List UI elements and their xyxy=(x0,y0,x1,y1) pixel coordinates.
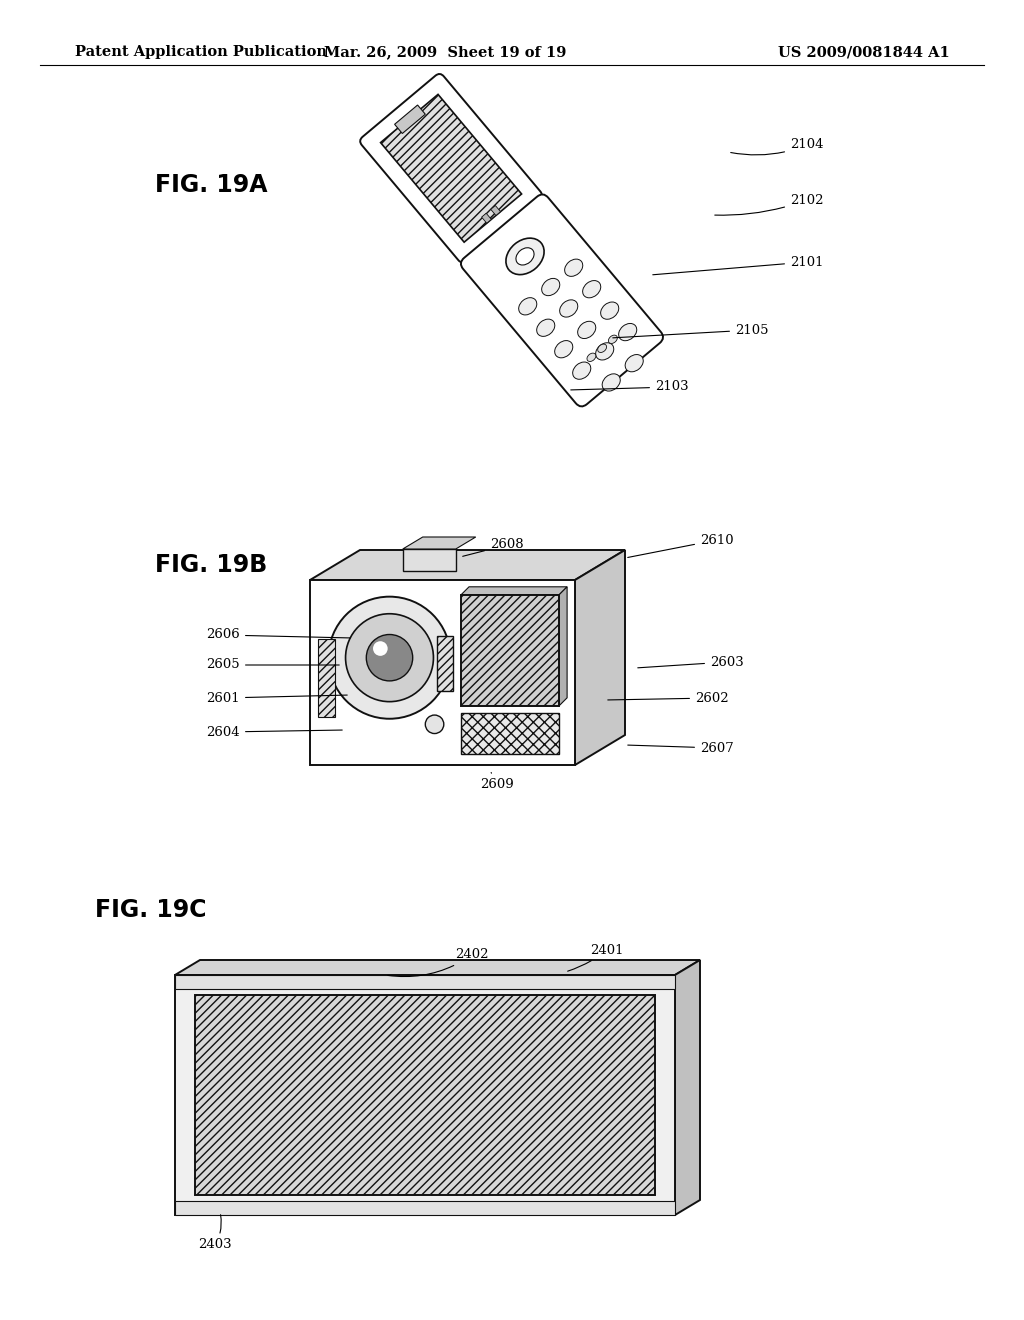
Text: 2606: 2606 xyxy=(206,628,350,642)
Text: 2605: 2605 xyxy=(207,659,339,672)
Bar xyxy=(317,639,335,717)
Ellipse shape xyxy=(625,355,643,372)
Polygon shape xyxy=(575,550,625,766)
Bar xyxy=(402,549,456,572)
Text: 2102: 2102 xyxy=(715,194,823,215)
Text: 2604: 2604 xyxy=(207,726,342,738)
Bar xyxy=(437,635,453,690)
Ellipse shape xyxy=(587,354,596,362)
Circle shape xyxy=(425,715,443,734)
Ellipse shape xyxy=(555,341,572,358)
Ellipse shape xyxy=(564,259,583,276)
Ellipse shape xyxy=(602,374,621,391)
Polygon shape xyxy=(461,587,567,595)
Polygon shape xyxy=(310,550,625,579)
Bar xyxy=(195,995,655,1195)
Text: 2601: 2601 xyxy=(207,692,347,705)
Ellipse shape xyxy=(583,281,601,298)
Ellipse shape xyxy=(516,248,535,265)
Bar xyxy=(461,713,559,754)
Polygon shape xyxy=(559,587,567,706)
Text: Patent Application Publication: Patent Application Publication xyxy=(75,45,327,59)
Circle shape xyxy=(367,635,413,681)
Circle shape xyxy=(329,597,451,719)
Text: FIG. 19A: FIG. 19A xyxy=(155,173,267,197)
Ellipse shape xyxy=(537,319,555,337)
Text: 2104: 2104 xyxy=(731,139,823,154)
Bar xyxy=(175,975,675,1214)
Bar xyxy=(310,579,575,766)
Text: Mar. 26, 2009  Sheet 19 of 19: Mar. 26, 2009 Sheet 19 of 19 xyxy=(324,45,566,59)
Ellipse shape xyxy=(618,323,637,341)
Text: US 2009/0081844 A1: US 2009/0081844 A1 xyxy=(778,45,950,59)
Text: 2101: 2101 xyxy=(652,256,823,275)
Ellipse shape xyxy=(596,343,613,360)
FancyBboxPatch shape xyxy=(461,194,664,407)
Ellipse shape xyxy=(519,298,537,315)
Ellipse shape xyxy=(542,279,560,296)
Text: 2105: 2105 xyxy=(612,323,768,338)
Circle shape xyxy=(345,614,433,702)
Polygon shape xyxy=(675,960,700,1214)
Ellipse shape xyxy=(598,345,606,352)
Text: 2602: 2602 xyxy=(608,692,729,705)
Circle shape xyxy=(373,642,388,656)
Bar xyxy=(481,214,492,223)
Bar xyxy=(175,975,675,989)
Text: FIG. 19C: FIG. 19C xyxy=(95,898,207,921)
Ellipse shape xyxy=(572,362,591,379)
Text: 2607: 2607 xyxy=(628,742,734,755)
Text: 2603: 2603 xyxy=(638,656,743,668)
Text: 2401: 2401 xyxy=(567,944,624,972)
Ellipse shape xyxy=(601,302,618,319)
Text: 2403: 2403 xyxy=(199,1214,231,1251)
Text: 2609: 2609 xyxy=(480,772,514,792)
Polygon shape xyxy=(175,960,700,975)
Bar xyxy=(394,106,425,133)
Text: 2610: 2610 xyxy=(628,533,733,557)
Text: 2608: 2608 xyxy=(463,539,523,556)
Bar xyxy=(461,595,559,706)
Ellipse shape xyxy=(608,335,617,343)
Ellipse shape xyxy=(578,321,596,338)
Polygon shape xyxy=(402,537,476,549)
FancyBboxPatch shape xyxy=(473,206,563,290)
Text: FIG. 19B: FIG. 19B xyxy=(155,553,267,577)
Ellipse shape xyxy=(506,238,544,275)
Bar xyxy=(175,1201,675,1214)
FancyBboxPatch shape xyxy=(360,74,542,263)
Bar xyxy=(490,206,501,215)
Text: 2402: 2402 xyxy=(388,949,488,977)
Bar xyxy=(381,95,521,242)
Text: 2103: 2103 xyxy=(570,380,688,393)
Ellipse shape xyxy=(560,300,578,317)
